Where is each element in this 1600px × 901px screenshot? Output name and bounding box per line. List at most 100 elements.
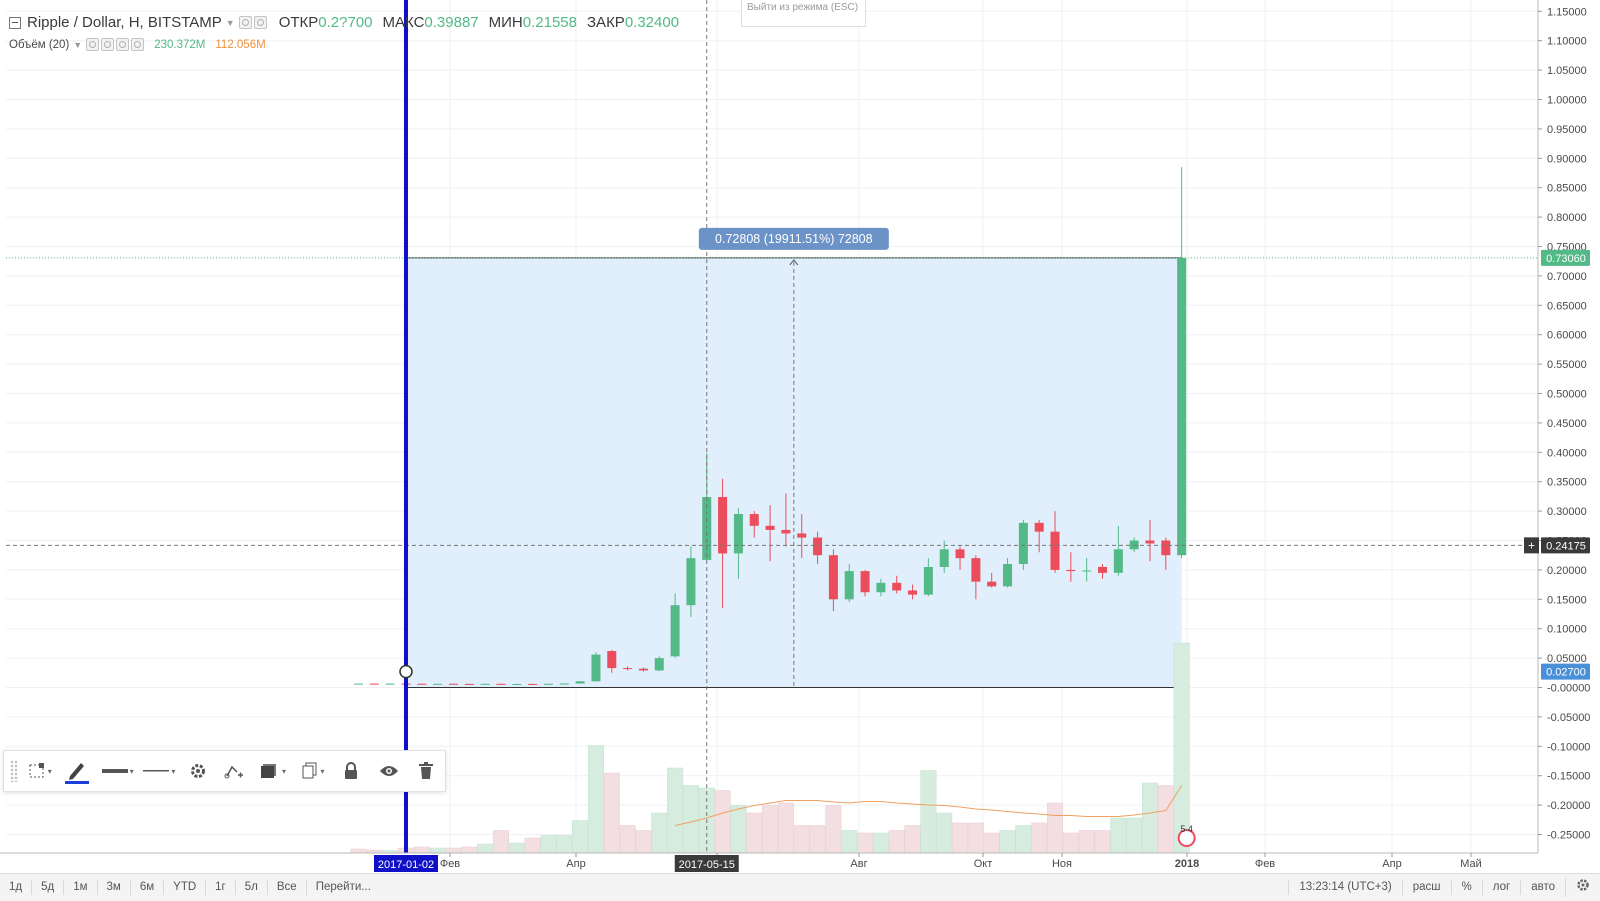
chart-settings-button[interactable] <box>1565 878 1600 897</box>
extended-hours-toggle[interactable]: расш <box>1401 880 1451 895</box>
candle-body[interactable] <box>1003 564 1013 587</box>
candle-body[interactable] <box>448 683 458 685</box>
copy-button[interactable]: ▾ <box>293 751 333 791</box>
range-1m-button[interactable]: 1м <box>64 880 98 895</box>
line-style-button[interactable]: ▾ <box>139 751 181 791</box>
volume-bar <box>1173 642 1190 854</box>
chevron-down-icon[interactable]: ▼ <box>225 17 235 28</box>
candle-body[interactable] <box>1113 549 1123 573</box>
candle-body[interactable] <box>860 571 870 593</box>
candle-body[interactable] <box>623 668 633 670</box>
range-1y-button[interactable]: 1г <box>206 880 236 895</box>
goto-date-button[interactable]: Перейти... <box>315 881 371 893</box>
chart-canvas[interactable]: 0.72808 (19911.51%) 72808 5 4 1.150001.1… <box>0 0 1600 873</box>
candle-body[interactable] <box>955 549 965 559</box>
candle-body[interactable] <box>813 537 823 556</box>
candle-body[interactable] <box>1098 566 1108 573</box>
candle-body[interactable] <box>923 566 933 595</box>
candle-body[interactable] <box>654 658 664 671</box>
time-axis[interactable]: ФевАпрИюнАвгОктНоя2018ФевАпрМай <box>440 853 1482 870</box>
candle-body[interactable] <box>1034 522 1044 532</box>
candle-body[interactable] <box>1177 257 1187 556</box>
range-5y-button[interactable]: 5л <box>236 880 268 895</box>
candle-body[interactable] <box>908 590 918 595</box>
candle-body[interactable] <box>781 529 791 534</box>
range-6m-button[interactable]: 6м <box>131 880 165 895</box>
range-5d-button[interactable]: 5д <box>32 880 65 895</box>
candle-body[interactable] <box>433 683 443 685</box>
candle-body[interactable] <box>686 558 696 606</box>
candle-body[interactable] <box>512 683 522 685</box>
range-ytd-button[interactable]: YTD <box>164 880 207 895</box>
candle-body[interactable] <box>417 683 427 685</box>
log-scale-toggle[interactable]: лог <box>1481 880 1520 895</box>
candle-body[interactable] <box>797 533 807 538</box>
exit-mode-tooltip[interactable]: Выйти из режима (ESC) <box>741 0 866 27</box>
range-selection-start-handle[interactable] <box>403 0 408 853</box>
collapse-legend-icon[interactable] <box>9 16 21 29</box>
add-alert-button[interactable] <box>1524 537 1539 554</box>
candle-body[interactable] <box>1050 531 1060 570</box>
delete-button[interactable] <box>407 751 445 791</box>
clock-display[interactable]: 13:23:14 (UTC+3) <box>1288 880 1401 895</box>
candle-body[interactable] <box>607 651 617 669</box>
range-3m-button[interactable]: 3м <box>98 880 131 895</box>
candle-body[interactable] <box>464 683 474 685</box>
candle-body[interactable] <box>733 514 743 554</box>
candle-body[interactable] <box>480 683 490 685</box>
range-anchor-handle[interactable] <box>399 664 413 679</box>
visibility-icon[interactable] <box>238 16 252 29</box>
volume-bar <box>477 843 494 854</box>
candle-body[interactable] <box>369 683 379 685</box>
candle-body[interactable] <box>385 683 395 685</box>
chevron-down-icon[interactable]: ▼ <box>73 39 83 50</box>
candle-body[interactable] <box>496 683 506 685</box>
candle-body[interactable] <box>892 582 902 591</box>
candle-body[interactable] <box>939 549 949 567</box>
candle-body[interactable] <box>749 514 759 526</box>
events-badge[interactable]: 5 4 <box>1177 824 1196 847</box>
price-axis[interactable]: 1.15000 1.10000 1.05000 1.00000 0.95000 0.900… <box>1538 6 1590 842</box>
select-rect-button[interactable]: ▾ <box>22 751 58 791</box>
gear-icon[interactable] <box>101 38 115 51</box>
range-all-button[interactable]: Все <box>268 880 307 895</box>
pencil-button[interactable] <box>58 751 98 791</box>
visibility-button[interactable] <box>370 751 408 791</box>
layers-button[interactable]: ▾ <box>253 751 293 791</box>
candle-body[interactable] <box>1018 522 1028 565</box>
lock-button[interactable] <box>332 751 370 791</box>
candle-body[interactable] <box>354 683 363 685</box>
candle-body[interactable] <box>575 681 585 684</box>
candle-body[interactable] <box>971 558 981 582</box>
percent-scale-toggle[interactable]: % <box>1450 880 1482 895</box>
candle-body[interactable] <box>844 571 854 600</box>
candle-body[interactable] <box>638 668 648 671</box>
candle-body[interactable] <box>828 555 838 600</box>
visibility-icon[interactable] <box>86 38 100 51</box>
range-1d-button[interactable]: 1д <box>0 880 33 895</box>
clone-button[interactable] <box>216 751 254 791</box>
volume-study-title[interactable]: Объём (20) <box>9 38 70 51</box>
auto-scale-toggle[interactable]: авто <box>1520 880 1565 895</box>
close-icon[interactable] <box>131 38 145 51</box>
line-width-button[interactable]: ▾ <box>97 751 139 791</box>
candle-body[interactable] <box>1082 570 1092 572</box>
candle-body[interactable] <box>987 581 997 587</box>
candle-body[interactable] <box>1066 569 1076 572</box>
candle-body[interactable] <box>718 496 728 554</box>
candle-body[interactable] <box>670 605 680 657</box>
candle-body[interactable] <box>1145 540 1155 544</box>
gear-icon[interactable] <box>253 16 267 29</box>
settings-button[interactable] <box>180 751 216 791</box>
candle-body[interactable] <box>876 582 886 593</box>
event-flag-icon[interactable] <box>1177 829 1196 847</box>
candle-body[interactable] <box>765 525 775 530</box>
candle-body[interactable] <box>1161 540 1171 556</box>
symbol-title[interactable]: Ripple / Dollar, Н, BITSTAMP <box>27 14 222 31</box>
candle-body[interactable] <box>591 654 601 682</box>
candle-body[interactable] <box>543 683 553 685</box>
candle-body[interactable] <box>559 683 569 685</box>
add-icon[interactable] <box>116 38 130 51</box>
drag-handle-icon[interactable] <box>10 760 18 782</box>
candle-body[interactable] <box>528 683 538 685</box>
